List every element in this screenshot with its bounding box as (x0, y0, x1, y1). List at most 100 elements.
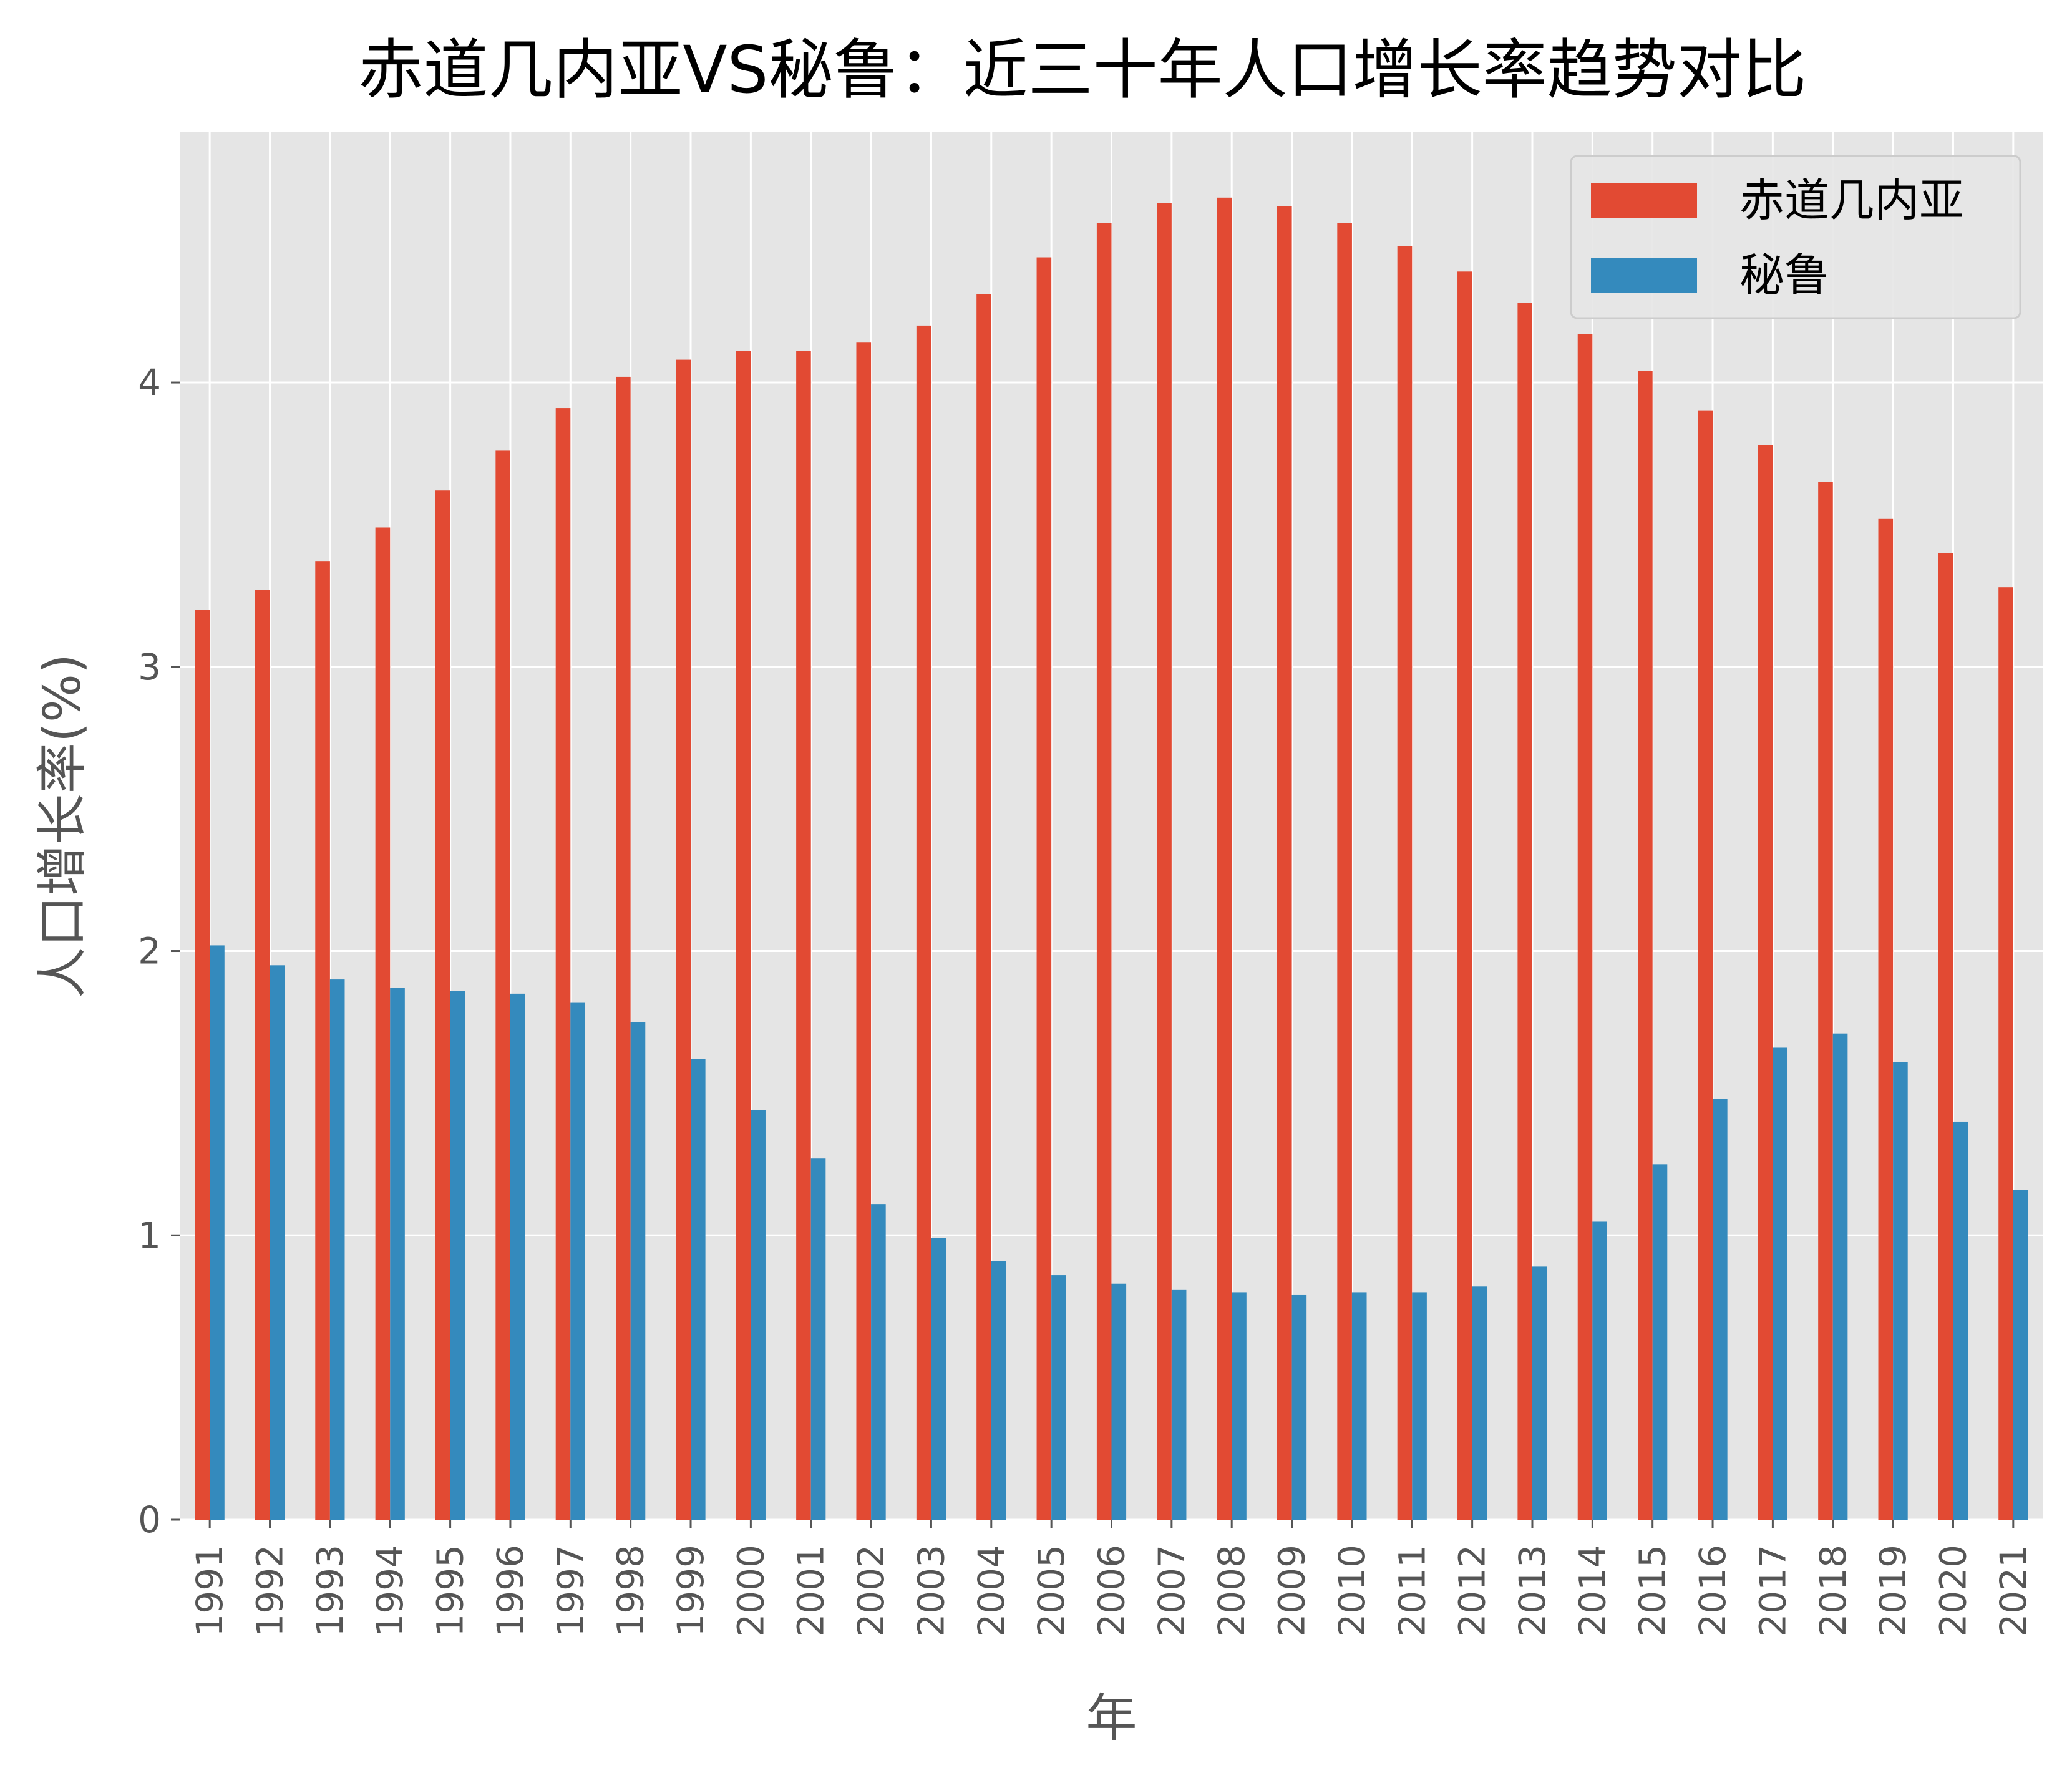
bar-equatorial-guinea (1577, 334, 1593, 1520)
x-tick-label: 2007 (1150, 1545, 1193, 1637)
bar-peru (691, 1059, 706, 1520)
x-tick-label: 2001 (790, 1545, 832, 1637)
bar-peru (1051, 1275, 1066, 1520)
bar-equatorial-guinea (1998, 587, 2013, 1520)
y-tick-label: 3 (138, 646, 161, 688)
y-tick-label: 2 (138, 930, 161, 973)
x-axis-label: 年 (1086, 1689, 1137, 1748)
bar-peru (1652, 1164, 1668, 1520)
bar-peru (2013, 1190, 2028, 1520)
bar-equatorial-guinea (676, 359, 691, 1520)
bar-peru (991, 1261, 1006, 1520)
bar-equatorial-guinea (435, 490, 450, 1520)
x-tick-label: 1993 (309, 1545, 351, 1637)
legend-label-equatorial-guinea: 赤道几内亚 (1739, 174, 1964, 226)
x-tick-label: 2000 (729, 1545, 772, 1637)
x-tick-label: 2017 (1751, 1545, 1794, 1637)
bar-peru (1412, 1292, 1427, 1520)
x-tick-label: 2018 (1812, 1545, 1854, 1637)
bar-equatorial-guinea (796, 351, 811, 1520)
bar-equatorial-guinea (1638, 371, 1653, 1520)
bar-peru (450, 991, 465, 1520)
bar-peru (1953, 1121, 1968, 1520)
x-tick-label: 1992 (249, 1545, 291, 1637)
bar-equatorial-guinea (1397, 246, 1413, 1520)
bar-equatorial-guinea (1938, 553, 1953, 1520)
bar-equatorial-guinea (1517, 303, 1532, 1520)
x-tick-label: 1997 (549, 1545, 591, 1637)
bar-equatorial-guinea (255, 590, 270, 1520)
bar-peru (510, 993, 525, 1520)
x-tick-label: 2009 (1271, 1545, 1313, 1637)
bar-equatorial-guinea (1157, 203, 1172, 1520)
x-tick-label: 1994 (369, 1545, 411, 1637)
bar-equatorial-guinea (1217, 197, 1232, 1520)
bar-equatorial-guinea (1457, 271, 1472, 1520)
bar-peru (871, 1204, 886, 1520)
bar-peru (390, 988, 405, 1520)
x-tick-label: 2004 (970, 1545, 1013, 1637)
bar-peru (1171, 1289, 1187, 1520)
bar-peru (931, 1238, 946, 1520)
bar-peru (210, 945, 225, 1520)
x-tick-label: 2010 (1331, 1545, 1373, 1637)
bar-peru (1232, 1292, 1247, 1520)
bar-equatorial-guinea (916, 325, 931, 1520)
bars (195, 197, 2028, 1520)
x-tick-label: 2003 (910, 1545, 952, 1637)
bar-peru (751, 1110, 766, 1520)
x-tick-label: 1995 (429, 1545, 472, 1637)
x-tick-label: 2011 (1391, 1545, 1433, 1637)
x-tick-label: 2013 (1511, 1545, 1554, 1637)
bar-peru (1291, 1294, 1307, 1520)
bar-peru (1351, 1292, 1367, 1520)
bar-equatorial-guinea (555, 408, 571, 1520)
bar-equatorial-guinea (1277, 206, 1292, 1520)
bar-equatorial-guinea (736, 351, 751, 1520)
x-tick-label: 2006 (1091, 1545, 1133, 1637)
bar-equatorial-guinea (1878, 518, 1894, 1520)
legend-swatch-peru (1591, 258, 1697, 293)
bar-equatorial-guinea (976, 294, 991, 1520)
x-tick-label: 2012 (1451, 1545, 1494, 1637)
x-tick-label: 2015 (1632, 1545, 1674, 1637)
bar-equatorial-guinea (1096, 223, 1112, 1520)
x-tick-label: 2019 (1872, 1545, 1914, 1637)
y-axis-label: 人口增长率(%) (33, 654, 92, 998)
bar-peru (329, 979, 345, 1520)
y-axis: 0 1 2 3 4 (138, 361, 180, 1541)
x-tick-label: 1996 (489, 1545, 532, 1637)
legend-swatch-equatorial-guinea (1591, 183, 1697, 218)
bar-peru (1893, 1062, 1908, 1520)
x-tick-label: 2020 (1932, 1545, 1974, 1637)
bar-equatorial-guinea (856, 342, 872, 1520)
bar-peru (1532, 1266, 1547, 1520)
x-tick-label: 1999 (669, 1545, 712, 1637)
bar-peru (1592, 1221, 1607, 1520)
bar-equatorial-guinea (495, 450, 510, 1520)
bar-peru (1713, 1099, 1728, 1520)
bar-equatorial-guinea (616, 376, 631, 1520)
bar-equatorial-guinea (1818, 482, 1833, 1520)
bar-peru (570, 1002, 585, 1520)
x-tick-label: 2002 (850, 1545, 892, 1637)
x-tick-label: 1998 (610, 1545, 652, 1637)
bar-equatorial-guinea (195, 610, 210, 1520)
bar-peru (1111, 1283, 1127, 1520)
bar-equatorial-guinea (1036, 257, 1052, 1520)
bar-peru (1832, 1033, 1848, 1520)
bar-peru (630, 1022, 646, 1520)
x-tick-label: 2021 (1992, 1545, 2035, 1637)
bar-equatorial-guinea (1698, 410, 1713, 1520)
x-axis: 1991 1992 1993 1994 1995 1996 1997 1998 1999 2000… (188, 1520, 2035, 1637)
x-tick-label: 2014 (1571, 1545, 1613, 1637)
bar-peru (1773, 1047, 1788, 1520)
y-tick-label: 1 (138, 1214, 161, 1256)
x-tick-label: 2008 (1210, 1545, 1253, 1637)
bar-peru (810, 1158, 826, 1520)
x-tick-label: 1991 (188, 1545, 231, 1637)
bar-equatorial-guinea (315, 561, 330, 1520)
